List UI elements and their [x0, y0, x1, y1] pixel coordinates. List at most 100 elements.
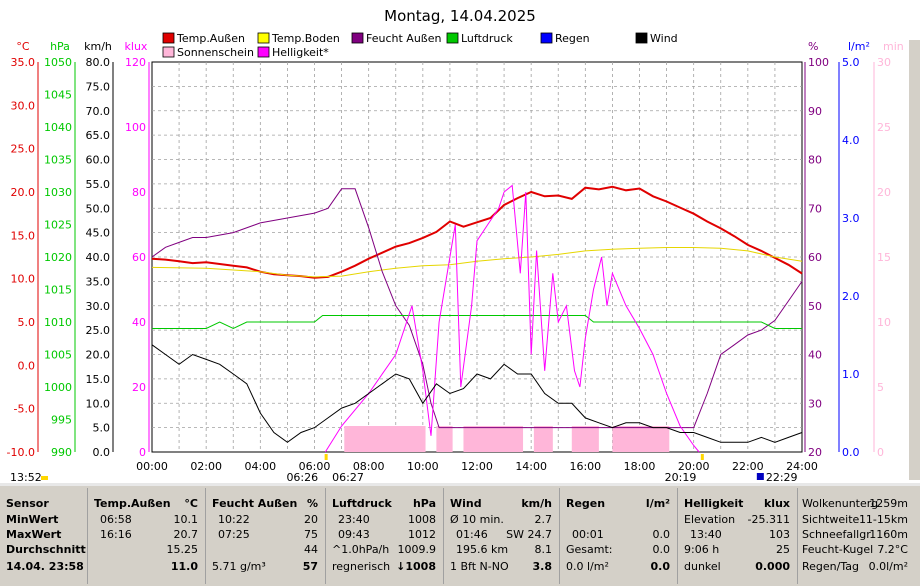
axis-tick-label: 100: [808, 56, 829, 69]
axis-tick-label: 70.0: [86, 105, 111, 118]
wind-current: 3.8: [532, 560, 553, 573]
dark-marker: [756, 473, 764, 480]
axis-unit: klux: [125, 40, 148, 53]
legend-item: Temp.Außen: [176, 32, 245, 45]
start-marker: [41, 476, 48, 480]
header-rain-unit: l/m²: [645, 497, 670, 510]
axis-tick-label: 40: [132, 316, 146, 329]
row-min-label: MinWert: [6, 513, 59, 526]
axis-tick-label: 1015: [44, 284, 72, 297]
sunshine-bar: [571, 426, 599, 452]
x-tick-label: 22:00: [732, 460, 764, 473]
bright-current: 0.000: [755, 560, 790, 573]
temp-avg: 15.25: [166, 543, 199, 556]
axis-tick-label: 50.0: [86, 202, 111, 215]
bright-max-time: 13:40: [690, 528, 722, 541]
axis-tick-label: 1045: [44, 89, 72, 102]
hum-min-time: 10:22: [218, 513, 250, 526]
axis-tick-label: 15.0: [86, 373, 111, 386]
axis-tick-label: 30: [808, 397, 822, 410]
axis-tick-label: -5.0: [14, 403, 35, 416]
axis-tick-label: 80: [132, 186, 146, 199]
elevation-label: Elevation: [684, 513, 736, 526]
axis-tick-label: 50: [808, 300, 822, 313]
axis-tick-label: 5.0: [842, 56, 860, 69]
header-temp-unit: °C: [184, 497, 198, 510]
axis-tick-label: 20.0: [86, 349, 111, 362]
col-brightness: Helligkeit klux Elevation -25.311 13:40 103…: [678, 486, 796, 586]
axis-tick-label: 40.0: [86, 251, 111, 264]
axis-unit: hPa: [50, 40, 70, 53]
axis-tick-label: 10: [877, 316, 891, 329]
axis-tick-label: 20: [877, 186, 891, 199]
col-sensor: Sensor MinWert MaxWert Durchschnitt 14.0…: [0, 486, 86, 586]
axis-unit: km/h: [84, 40, 112, 53]
axis-unit: %: [808, 40, 818, 53]
axis-tick-label: 120: [125, 56, 146, 69]
legend-item: Regen: [555, 32, 590, 45]
header-wind-unit: km/h: [521, 497, 552, 510]
axis-tick-label: 65.0: [86, 129, 111, 142]
x-tick-label: 20:00: [678, 460, 710, 473]
axis-tick-label: 0.0: [93, 446, 111, 459]
wind-avg-label: Ø 10 min.: [450, 513, 504, 526]
row-avg-label: Durchschnitt: [6, 543, 86, 556]
axis-tick-label: 990: [51, 446, 72, 459]
axis-tick-label: 40: [808, 349, 822, 362]
x-tick-label: 08:00: [353, 460, 385, 473]
wind-max: SW 24.7: [506, 528, 552, 541]
axis-tick-label: 70: [808, 202, 822, 215]
sunrise-time-right: 06:27: [332, 471, 364, 484]
bright-max: 103: [769, 528, 790, 541]
axis-tick-label: 1040: [44, 121, 72, 134]
series-feucht-au-en: [151, 188, 803, 429]
rain-total: 0.0: [652, 543, 671, 556]
axis-tick-label: 1030: [44, 186, 72, 199]
axis-unit: min: [883, 40, 904, 53]
extra-label-1: Sichtweite: [802, 513, 860, 526]
sunset-time: 20:19: [665, 471, 697, 484]
chart-title: Montag, 14.04.2025: [384, 7, 536, 25]
hum-max-time: 07:25: [218, 528, 250, 541]
col-rain: Regen l/m² 00:01 0.0 Gesamt: 0.0 0.0 l/m² 0.…: [560, 486, 676, 586]
axis-tick-label: 1050: [44, 56, 72, 69]
legend-item: Helligkeit*: [272, 46, 329, 59]
hum-avg: 44: [304, 543, 318, 556]
wind-avg: 8.1: [534, 543, 553, 556]
legend-swatch: [257, 46, 270, 58]
x-tick-label: 12:00: [461, 460, 493, 473]
series-wind: [151, 344, 803, 443]
axis-tick-label: 80: [808, 154, 822, 167]
press-max-time: 09:43: [338, 528, 370, 541]
legend-item: Sonnenschein: [177, 46, 254, 59]
header-brightness-unit: klux: [763, 497, 790, 510]
axis-tick-label: 45.0: [86, 227, 111, 240]
extra-value-2: 1160m: [869, 528, 908, 541]
sunshine-bar: [533, 426, 553, 452]
temp-max: 20.7: [173, 528, 199, 541]
temp-current: 11.0: [170, 560, 198, 573]
sunrise-time: 06:26: [286, 471, 318, 484]
sunset-marker: [700, 454, 704, 460]
x-tick-label: 14:00: [515, 460, 547, 473]
x-tick-label: 18:00: [624, 460, 656, 473]
axis-tick-label: -10.0: [7, 446, 35, 459]
rain-max: 0.0: [652, 528, 671, 541]
legend-swatch: [257, 32, 270, 44]
axis-tick-label: 75.0: [86, 80, 111, 93]
axis-tick-label: 0.0: [18, 359, 36, 372]
bright-state: dunkel: [684, 560, 721, 573]
temp-max-time: 16:16: [100, 528, 132, 541]
rain-amount: 0.0 l/m²: [566, 560, 609, 573]
rain-max-time: 00:01: [572, 528, 604, 541]
extra-label-4: Regen/Tag: [802, 560, 859, 573]
press-min: 1008: [408, 513, 436, 526]
press-trend: ^1.0hPa/h: [332, 543, 390, 556]
bright-avg: 25: [776, 543, 790, 556]
x-tick-label: 10:00: [407, 460, 439, 473]
axis-tick-label: 20: [132, 381, 146, 394]
axis-tick-label: 5.0: [18, 316, 36, 329]
legend-item: Wind: [650, 32, 678, 45]
header-rain: Regen: [566, 497, 606, 510]
axis-tick-label: 0.0: [842, 446, 860, 459]
